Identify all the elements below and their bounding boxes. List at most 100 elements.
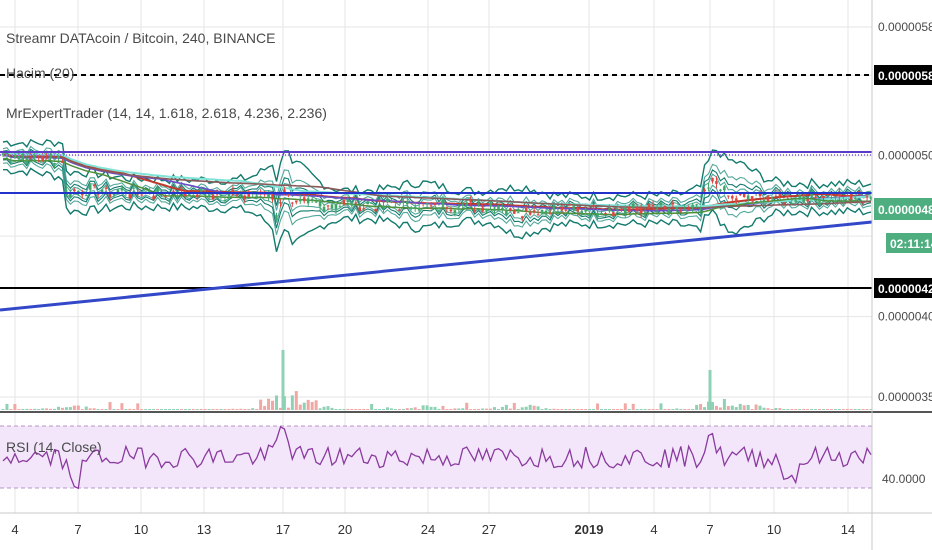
volume-bar xyxy=(441,405,445,410)
moving-average-line xyxy=(2,153,872,209)
candle-body xyxy=(33,154,37,159)
volume-bar xyxy=(508,408,512,410)
volume-bar xyxy=(433,406,437,410)
volume-bar xyxy=(148,409,152,410)
candle-body xyxy=(592,204,595,207)
candle-body xyxy=(746,195,750,200)
candle-body xyxy=(715,181,718,184)
candle-body xyxy=(869,196,873,200)
symbol-title: Streamr DATAcoin / Bitcoin, 240, BINANCE xyxy=(6,30,275,46)
candle-body xyxy=(172,190,175,192)
candle-body xyxy=(425,203,429,205)
rsi-label: RSI (14, Close) xyxy=(6,439,102,455)
candle-body xyxy=(604,213,607,215)
volume-bar xyxy=(5,403,9,410)
candle-body xyxy=(826,201,829,203)
volume-bar xyxy=(584,409,588,410)
candle-body xyxy=(695,204,698,206)
candle-body xyxy=(370,202,373,204)
volume-bar xyxy=(734,407,738,410)
volume-bar xyxy=(354,409,358,410)
volume-bar xyxy=(611,409,615,410)
volume-bar xyxy=(849,409,853,410)
candle-body xyxy=(528,212,532,215)
volume-bar xyxy=(687,409,691,410)
candle-body xyxy=(584,209,587,212)
volume-bar xyxy=(171,409,175,410)
volume-bar xyxy=(774,408,778,410)
moving-averages xyxy=(2,151,872,216)
date-tick-label: 4 xyxy=(11,522,18,537)
volume-bar xyxy=(790,409,794,410)
volume-bar xyxy=(223,409,227,410)
volume-bar xyxy=(552,408,556,410)
volume-bar xyxy=(746,404,750,410)
candle-body xyxy=(211,194,215,200)
candle-body xyxy=(310,199,314,201)
candle-body xyxy=(524,207,528,211)
volume-bar xyxy=(49,408,53,410)
candle-body xyxy=(501,207,504,210)
candle-body xyxy=(830,197,833,199)
candle-body xyxy=(497,206,500,210)
volume-bar xyxy=(215,409,219,410)
volume-spike xyxy=(708,370,712,410)
volume-bar xyxy=(84,406,88,410)
candle-body xyxy=(600,212,603,215)
volume-bar xyxy=(841,409,845,410)
candle-body xyxy=(382,206,385,209)
volume-bar xyxy=(445,409,449,410)
candle-body xyxy=(152,195,155,200)
candle-body xyxy=(635,207,639,211)
volume-bar xyxy=(603,409,607,410)
volume-bar xyxy=(548,409,552,410)
volume-bar xyxy=(338,409,342,410)
volume-bar xyxy=(362,409,366,410)
candle-body xyxy=(255,195,258,197)
candle-body xyxy=(623,208,627,214)
candle-body xyxy=(782,202,786,204)
candle-body xyxy=(53,163,56,165)
candle-body xyxy=(283,189,286,193)
volume-bar xyxy=(572,409,576,410)
volume-bar xyxy=(477,408,481,410)
volume-bar xyxy=(540,409,544,410)
volume-bar xyxy=(481,408,485,410)
volume-bar xyxy=(92,408,96,410)
volume-bar xyxy=(782,409,786,410)
date-axis[interactable]: 4 7 10 13 17 20 24 27 2019 4 7 10 14 xyxy=(11,522,855,537)
candle-body xyxy=(100,189,104,193)
volume-bar xyxy=(128,408,132,410)
volume-bar xyxy=(195,409,199,410)
volume-bar xyxy=(211,409,215,410)
volume-bar xyxy=(651,409,655,410)
volume-bar xyxy=(156,409,160,410)
rising-trend-line[interactable] xyxy=(0,220,873,312)
volume-bar xyxy=(124,409,128,410)
date-tick-label: 10 xyxy=(134,522,148,537)
volume-bar xyxy=(346,408,350,410)
volume-bar xyxy=(556,409,560,410)
band-line xyxy=(2,138,872,202)
volume-bar xyxy=(76,405,80,410)
candle-body xyxy=(616,208,619,210)
volume-bar xyxy=(532,405,536,410)
candle-body xyxy=(683,208,687,211)
volume-bar xyxy=(231,408,235,410)
candle-body xyxy=(65,190,68,192)
volume-bar xyxy=(235,409,239,410)
candle-body xyxy=(556,211,560,213)
volume-bar xyxy=(596,403,600,410)
candle-body xyxy=(168,199,171,201)
candle-body xyxy=(69,193,72,198)
volume-bar xyxy=(187,409,191,410)
candle-body xyxy=(116,189,120,194)
volume-bar xyxy=(615,409,619,410)
volume-bar xyxy=(485,408,489,410)
volume-bar xyxy=(449,409,453,410)
candle-body xyxy=(838,192,841,197)
volume-bar xyxy=(722,398,726,410)
candle-body xyxy=(295,200,298,203)
